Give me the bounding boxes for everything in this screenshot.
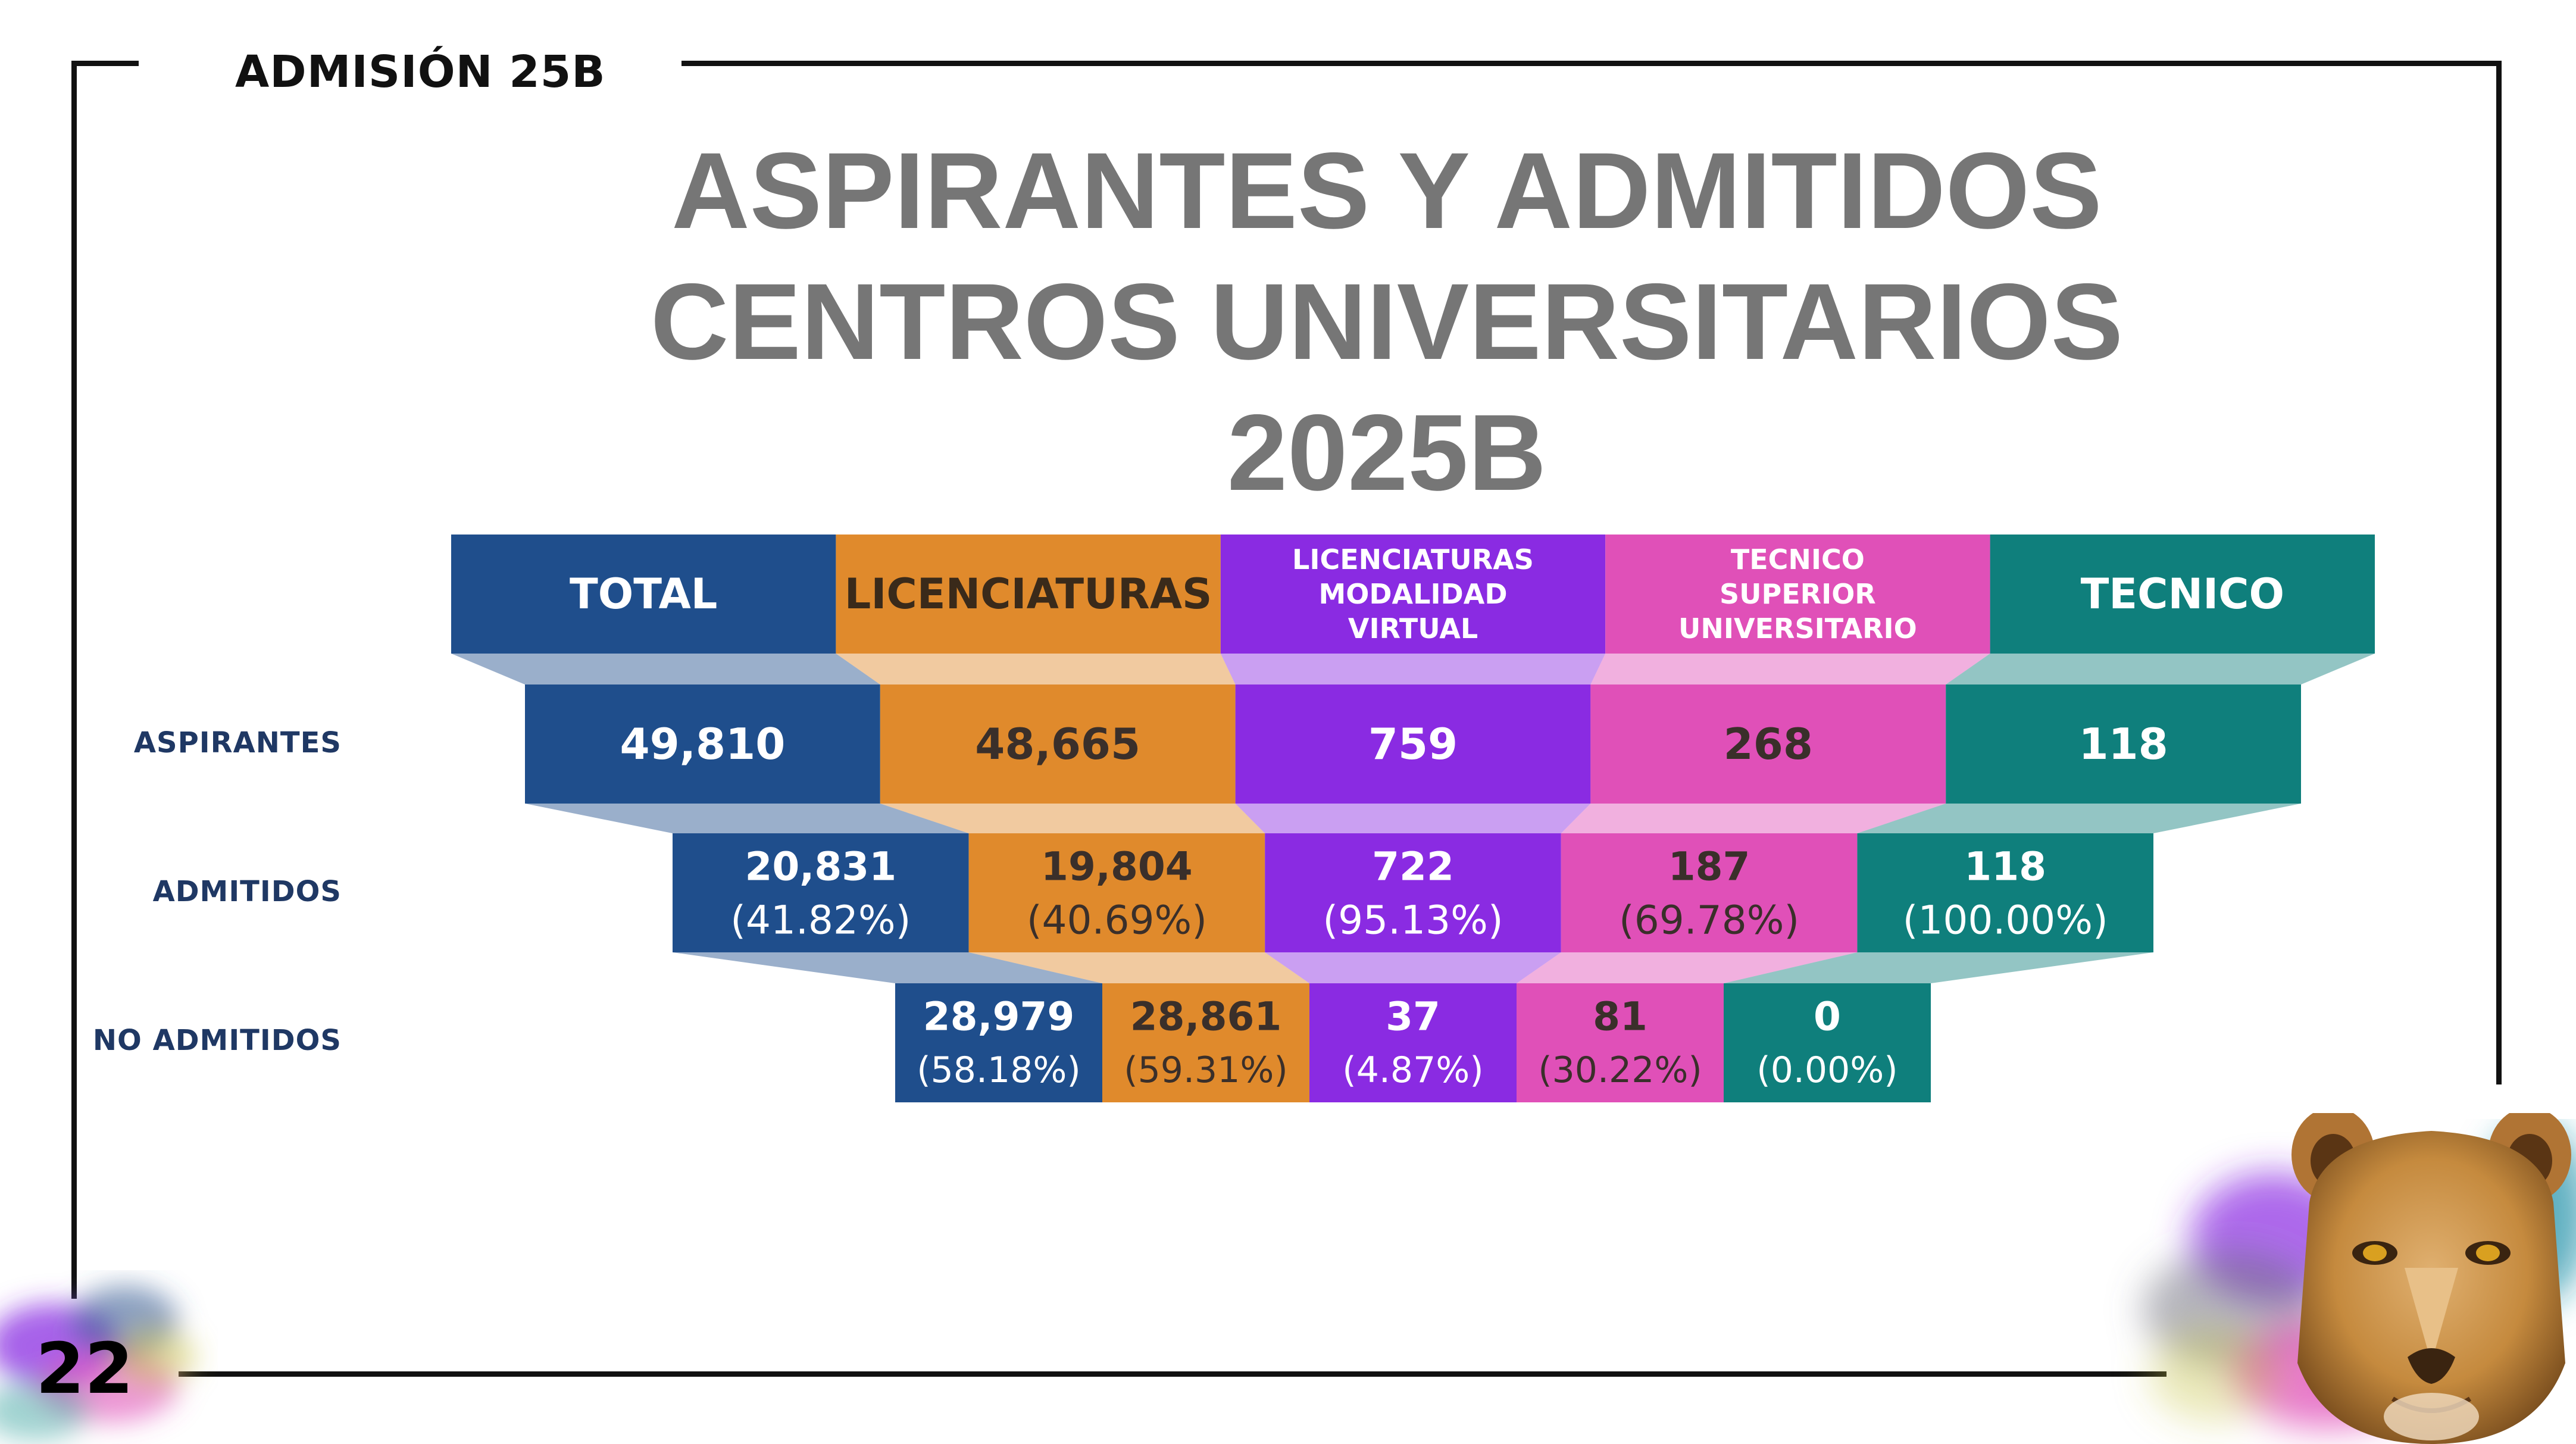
category-label: TOTAL — [570, 570, 717, 618]
funnel-connector-tecnico — [1857, 804, 2301, 833]
funnel-block-aspirantes-total — [525, 685, 880, 804]
value-label: 759 — [1368, 719, 1458, 769]
percent-label: (58.18%) — [917, 1049, 1081, 1091]
value-label: 28,861 — [1130, 994, 1282, 1040]
funnel-connector-tsu — [1561, 804, 1946, 833]
row-label-admitidos: ADMITIDOS — [152, 875, 342, 908]
value-label: 118 — [2078, 719, 2168, 769]
row-label-no-admitidos: NO ADMITIDOS — [92, 1024, 342, 1057]
funnel-block-aspirantes-licenciaturas — [880, 685, 1236, 804]
funnel-connector-total — [451, 654, 880, 685]
percent-label: (59.31%) — [1124, 1049, 1288, 1091]
funnel-block-aspirantes-virtual — [1235, 685, 1591, 804]
value-label: 268 — [1724, 719, 1813, 769]
page-title: ASPIRANTES Y ADMITIDOS CENTROS UNIVERSIT… — [536, 125, 2238, 518]
title-line-1: ASPIRANTES Y ADMITIDOS — [671, 130, 2102, 251]
value-label: 19,804 — [1041, 844, 1193, 890]
value-label: 722 — [1372, 844, 1454, 890]
funnel-connector-tecnico — [1946, 654, 2375, 685]
funnel-block-no-admitidos-total — [895, 983, 1102, 1102]
funnel-block-header-tecnico — [1990, 535, 2375, 654]
value-label: 48,665 — [975, 719, 1140, 769]
funnel-block-admitidos-licenciaturas — [968, 833, 1265, 952]
funnel-block-admitidos-total — [673, 833, 969, 952]
paint-splash-bottom-left — [0, 1286, 196, 1440]
funnel-connector-tecnico — [1724, 952, 2153, 983]
percent-label: (95.13%) — [1323, 898, 1503, 943]
funnel-connector-virtual — [1220, 654, 1606, 685]
value-label: 28,979 — [923, 994, 1075, 1040]
value-label: 20,831 — [745, 844, 896, 890]
category-label: LICENCIATURAS — [1292, 543, 1534, 576]
percent-label: (40.69%) — [1027, 898, 1207, 943]
funnel-block-no-admitidos-licenciaturas — [1102, 983, 1309, 1102]
funnel-connector-licenciaturas — [880, 804, 1265, 833]
funnel-block-header-total — [451, 535, 836, 654]
title-line-3: 2025B — [1227, 392, 1547, 513]
category-label: UNIVERSITARIO — [1678, 612, 1917, 645]
funnel-block-no-admitidos-virtual — [1309, 983, 1517, 1102]
lion-mascot-image — [2291, 1113, 2571, 1444]
value-label: 81 — [1593, 994, 1647, 1040]
frame-right — [2496, 61, 2502, 1084]
percent-label: (4.87%) — [1342, 1049, 1483, 1091]
funnel-connector-licenciaturas — [836, 654, 1236, 685]
title-line-2: CENTROS UNIVERSITARIOS — [650, 261, 2124, 382]
category-label: MODALIDAD — [1318, 578, 1507, 610]
percent-label: (100.00%) — [1903, 898, 2108, 943]
frame-bottom — [179, 1371, 2167, 1377]
funnel-block-header-virtual — [1220, 535, 1606, 654]
category-label: TECNICO — [2081, 570, 2284, 618]
category-label: VIRTUAL — [1348, 612, 1478, 645]
percent-label: (69.78%) — [1619, 898, 1799, 943]
funnel-connector-tsu — [1517, 952, 1858, 983]
value-label: 49,810 — [620, 719, 785, 769]
funnel-block-header-licenciaturas — [836, 535, 1221, 654]
funnel-connector-virtual — [1265, 952, 1561, 983]
percent-label: (30.22%) — [1538, 1049, 1702, 1091]
category-label: SUPERIOR — [1720, 578, 1876, 610]
value-label: 37 — [1386, 994, 1440, 1040]
funnel-connector-virtual — [1235, 804, 1591, 833]
page-number: 22 — [36, 1327, 134, 1409]
funnel-block-aspirantes-tsu — [1590, 685, 1946, 804]
funnel-block-no-admitidos-tsu — [1517, 983, 1724, 1102]
header-label: ADMISIÓN 25B — [235, 46, 606, 98]
funnel-block-header-tsu — [1605, 535, 1990, 654]
percent-label: (0.00%) — [1756, 1049, 1897, 1091]
frame-left — [71, 61, 77, 1299]
frame-top-left — [71, 61, 139, 66]
row-label-aspirantes: ASPIRANTES — [133, 726, 342, 759]
funnel-connector-licenciaturas — [968, 952, 1309, 983]
funnel-block-admitidos-tecnico — [1857, 833, 2153, 952]
category-label: LICENCIATURAS — [845, 570, 1212, 618]
funnel-block-aspirantes-tecnico — [1946, 685, 2301, 804]
percent-label: (41.82%) — [730, 898, 911, 943]
value-label: 118 — [1964, 844, 2046, 890]
funnel-block-admitidos-virtual — [1265, 833, 1561, 952]
funnel-connector-total — [525, 804, 969, 833]
funnel-block-admitidos-tsu — [1561, 833, 1858, 952]
category-label: TECNICO — [1731, 543, 1865, 576]
funnel-connector-total — [673, 952, 1102, 983]
value-label: 0 — [1814, 994, 1841, 1040]
funnel-connector-tsu — [1590, 654, 1990, 685]
frame-top-right — [681, 61, 2502, 66]
value-label: 187 — [1668, 844, 1750, 890]
funnel-block-no-admitidos-tecnico — [1724, 983, 1931, 1102]
